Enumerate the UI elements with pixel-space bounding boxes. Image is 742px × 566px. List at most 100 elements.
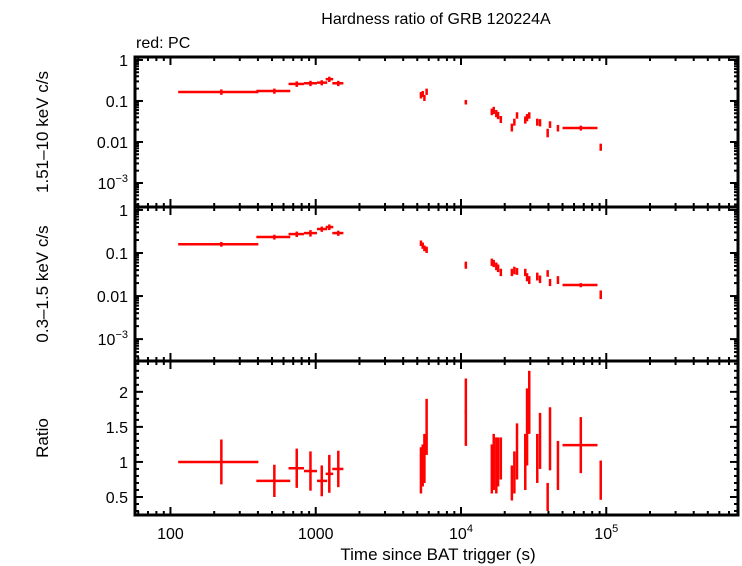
data-point [510,268,514,277]
data-point [421,90,424,97]
data-point [513,118,516,126]
data-point [423,94,426,101]
data-point [464,99,468,105]
data-point [536,118,539,126]
data-point [556,276,560,285]
data-point [325,76,334,82]
data-point [316,465,328,497]
data-point [288,81,304,87]
data-point [510,123,514,132]
data-point [419,447,423,494]
y-tick-label: 0.01 [97,289,128,306]
data-point [524,268,527,277]
data-points [178,224,602,300]
data-point [303,451,317,491]
data-point [599,290,602,300]
data-point [425,88,428,95]
y-tick-label: 0.1 [106,246,128,263]
data-point [599,143,602,151]
panel-frame [133,55,740,209]
data-point [548,121,552,128]
data-point [527,370,531,434]
panel-3: 2 1.5 1 0.5 Ratio [33,359,740,517]
panel-frame [133,205,740,363]
data-point [524,116,527,124]
data-point [515,267,519,275]
y-axis-label: 0.3–1.5 keV c/s [33,225,52,342]
data-point [316,226,328,232]
data-point [256,464,291,497]
data-point [548,407,552,471]
data-point [562,283,598,288]
y-axis-label: 1.51–10 keV c/s [33,71,52,193]
data-point [515,423,519,480]
data-points [178,76,602,151]
y-tick-label: 0.1 [106,94,128,111]
data-point [546,128,549,138]
data-point [421,242,424,249]
data-point [562,125,598,131]
data-point [419,92,423,99]
data-point [464,378,468,446]
data-point [256,234,291,240]
data-point [515,112,519,119]
data-point [495,262,498,271]
y-tick-label: 1 [119,53,128,70]
data-point [527,112,531,119]
x-tick-label: 1000 [298,526,334,543]
chart-title: Hardness ratio of GRB 120224A [321,11,551,28]
data-point [288,448,304,488]
data-point [490,444,494,494]
data-point [425,246,428,253]
data-point [513,451,516,494]
data-point [562,417,598,474]
data-point [495,110,498,118]
data-point [499,116,503,124]
y-tick-label: 2 [119,385,128,402]
data-point [425,398,428,455]
data-point [556,440,560,490]
data-point [548,278,552,287]
y-tick-label: 10−3 [98,173,128,193]
data-point [325,224,334,231]
data-point [510,465,514,501]
y-axis-label: Ratio [33,418,52,458]
y-tick-label: 1 [119,455,128,472]
data-point [492,106,495,115]
data-point [423,433,426,483]
data-point [538,119,542,127]
data-point [464,261,468,269]
y-tick-label: 1.5 [106,420,128,437]
data-point [599,460,602,500]
data-point [495,437,498,494]
panels: 1 0.1 0.01 10−3 1.51–10 keV c/s 1 0.1 0.01 10−3 0… [33,53,740,543]
data-point [256,88,291,94]
data-point [178,89,259,95]
data-point [527,276,531,285]
x-axis-label: Time since BAT trigger (s) [340,545,535,564]
data-point [546,270,549,277]
data-point [524,433,527,490]
data-point [332,230,344,236]
data-point [178,241,259,247]
chart-subtitle: red: PC [136,35,190,52]
data-point [513,266,516,275]
x-tick-label: 105 [594,523,618,543]
data-point [525,114,529,122]
panel-frame [133,359,740,517]
data-point [546,482,549,512]
y-tick-label: 0.5 [106,490,128,507]
data-point [303,230,317,237]
data-point [556,124,560,132]
y-tick-label: 0.01 [97,135,128,152]
data-point [332,450,344,488]
data-point [303,80,317,87]
data-point [490,108,494,116]
data-point [499,268,503,277]
data-point [423,245,426,252]
data-point [288,231,304,238]
panel-2: 1 0.1 0.01 10−3 0.3–1.5 keV c/s [33,203,740,363]
data-point [536,433,539,483]
y-tick-label: 1 [119,203,128,220]
